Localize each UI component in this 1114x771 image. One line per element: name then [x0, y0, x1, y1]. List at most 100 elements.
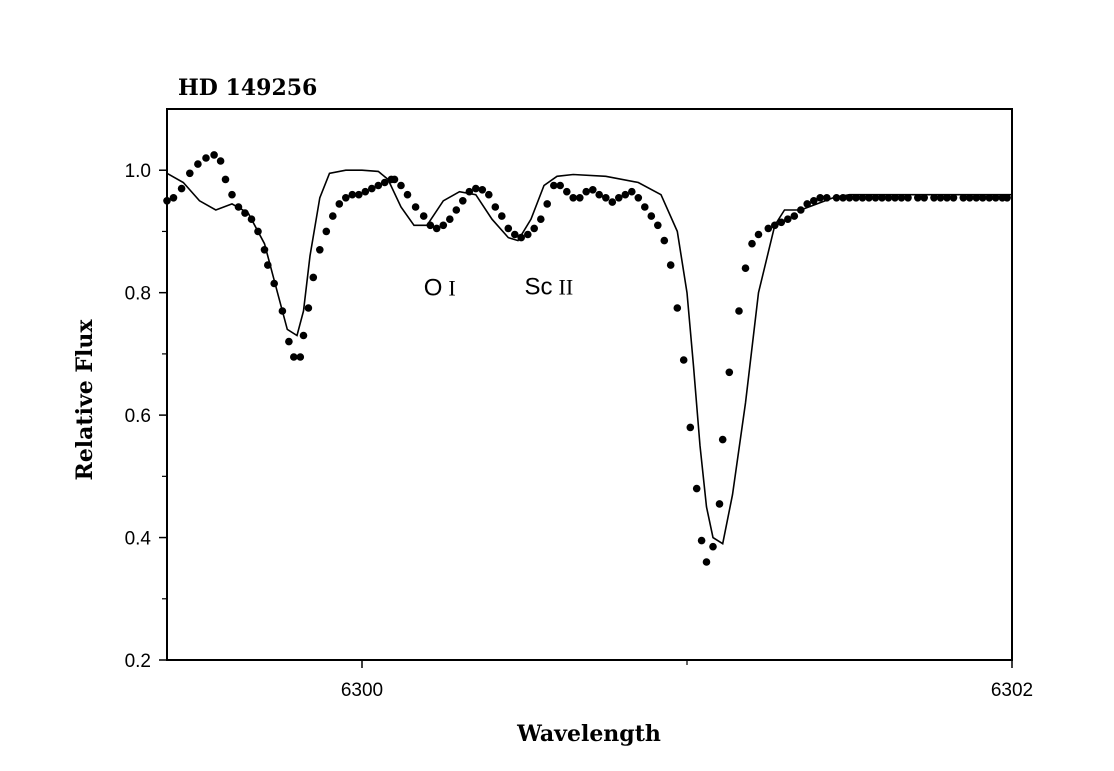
data-point — [991, 194, 1000, 202]
data-point — [374, 181, 383, 190]
x-axis-title: Wavelength — [516, 721, 661, 747]
data-point — [985, 194, 994, 202]
observed-spectrum-dots — [163, 151, 1011, 566]
y-tick-label: 0.8 — [125, 284, 151, 305]
data-point — [426, 221, 435, 230]
data-point — [169, 194, 178, 202]
data-point — [465, 187, 474, 196]
y-tick-label: 0.4 — [125, 529, 152, 550]
data-point — [608, 198, 617, 206]
data-point — [959, 194, 968, 202]
data-point — [380, 178, 389, 187]
y-tick-label: 1.0 — [125, 161, 151, 182]
data-point — [491, 203, 500, 211]
data-point — [316, 246, 324, 254]
data-point — [589, 186, 597, 194]
data-point — [784, 215, 792, 223]
data-point — [403, 190, 412, 199]
data-point — [530, 224, 538, 233]
data-point — [576, 194, 584, 202]
data-point — [264, 261, 272, 269]
data-point — [790, 212, 799, 220]
data-point — [472, 184, 480, 193]
data-point — [764, 224, 773, 233]
data-point — [543, 200, 551, 208]
data-point — [498, 212, 506, 220]
data-point — [823, 194, 831, 202]
data-point — [654, 221, 662, 230]
data-point — [254, 227, 262, 236]
data-point — [186, 169, 194, 178]
data-point — [504, 224, 513, 233]
data-point — [348, 190, 357, 199]
data-point — [878, 194, 886, 202]
line-annotations: O I Sc II — [424, 274, 573, 302]
data-point — [709, 542, 717, 551]
data-point — [221, 175, 230, 184]
data-point — [920, 194, 928, 202]
data-point — [1003, 194, 1011, 202]
data-point — [517, 233, 525, 242]
data-point — [673, 304, 682, 312]
data-point — [692, 484, 701, 493]
data-point — [943, 194, 951, 202]
data-point — [563, 187, 571, 196]
data-point — [978, 194, 987, 202]
data-point — [285, 337, 293, 346]
data-point — [748, 239, 756, 248]
x-tick-label: 6302 — [991, 680, 1033, 701]
data-point — [368, 184, 376, 193]
data-point — [278, 307, 287, 315]
data-point — [397, 181, 405, 190]
data-point — [419, 212, 428, 220]
data-point — [299, 331, 308, 340]
data-point — [210, 151, 218, 159]
data-point — [936, 194, 945, 202]
data-point — [634, 194, 643, 202]
data-point — [569, 194, 577, 202]
data-point — [735, 307, 743, 315]
data-point — [260, 246, 269, 254]
data-point — [432, 224, 441, 233]
data-point — [485, 190, 493, 199]
data-point — [777, 218, 786, 227]
data-point — [816, 194, 824, 202]
data-point — [478, 186, 487, 194]
data-point — [884, 194, 893, 202]
data-point — [595, 190, 603, 199]
data-point — [524, 230, 532, 239]
data-point — [446, 215, 454, 223]
data-point — [891, 194, 899, 202]
chart-title: HD 149256 — [178, 75, 317, 101]
model-spectrum-line — [166, 169, 1012, 545]
data-point — [550, 181, 558, 190]
data-point — [965, 194, 974, 202]
data-point — [202, 154, 210, 162]
data-point — [270, 279, 279, 288]
data-point — [741, 264, 750, 273]
data-point — [679, 356, 688, 364]
data-point — [452, 206, 461, 214]
line-label: Sc II — [525, 274, 574, 301]
data-point — [241, 209, 249, 217]
data-point — [972, 194, 981, 202]
data-point — [641, 203, 649, 211]
data-point — [621, 190, 630, 199]
data-point — [329, 212, 337, 220]
data-point — [439, 221, 448, 230]
data-point — [718, 435, 727, 444]
data-point — [803, 200, 811, 208]
data-point — [228, 190, 236, 199]
data-point — [839, 194, 847, 202]
data-point — [797, 206, 805, 214]
data-point — [582, 187, 590, 196]
data-point — [702, 558, 711, 566]
data-point — [511, 230, 519, 239]
data-point — [930, 194, 938, 202]
data-point — [304, 304, 313, 312]
data-point — [754, 230, 763, 239]
data-point — [290, 353, 298, 361]
data-point — [296, 353, 305, 361]
